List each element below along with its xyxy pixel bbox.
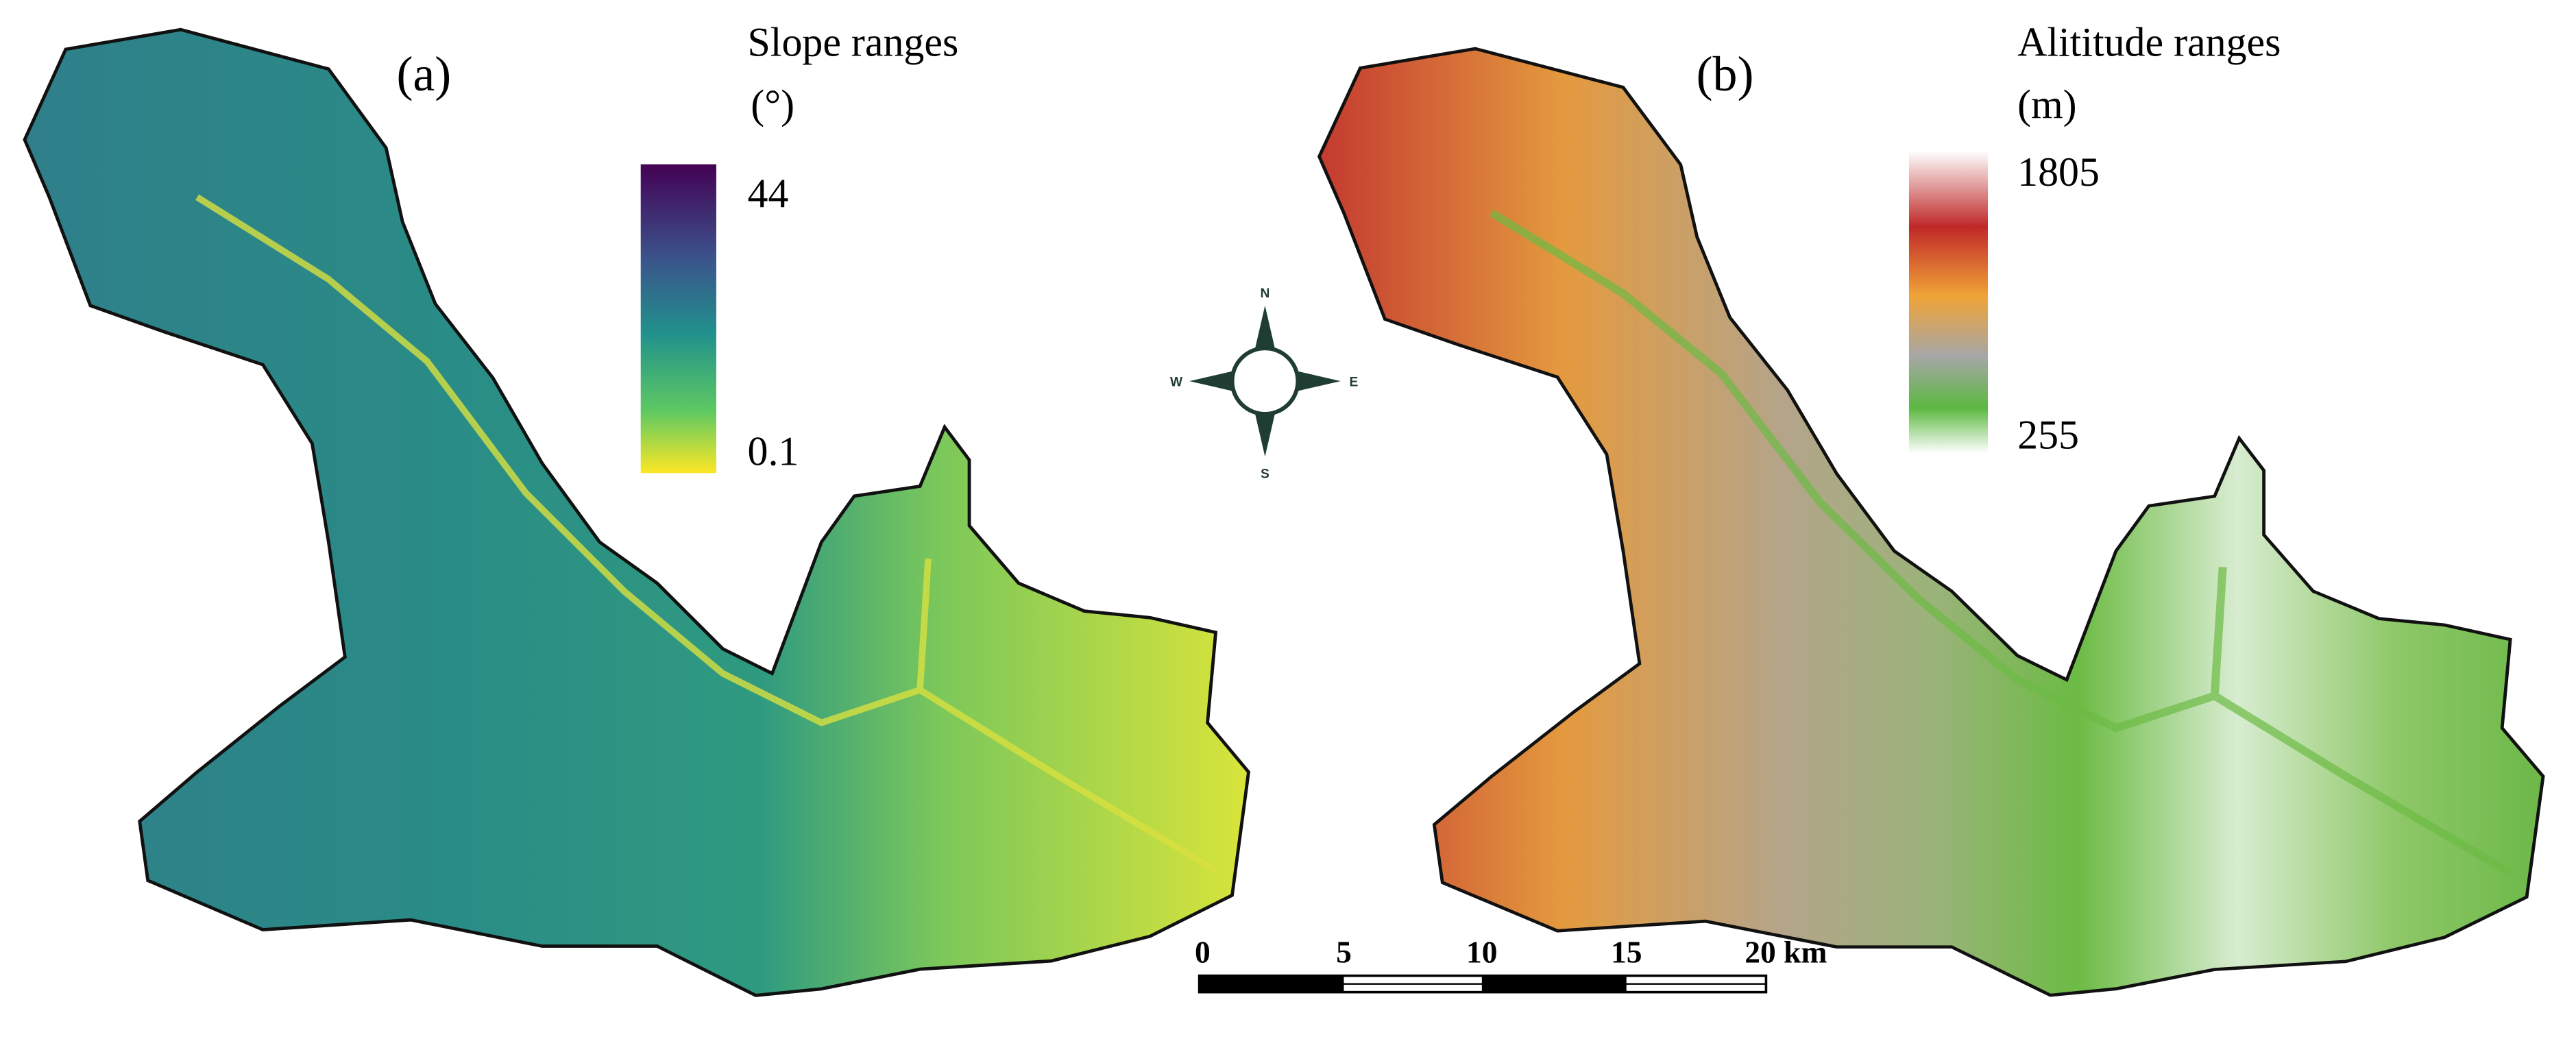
legend-min: 255 — [2017, 412, 2079, 457]
compass-w: W — [1170, 375, 1183, 389]
altitude-map — [1320, 49, 2544, 995]
compass-arrow — [1255, 305, 1275, 349]
compass-e: E — [1349, 375, 1358, 389]
legend-unit: (°) — [751, 82, 794, 127]
compass-s: S — [1261, 467, 1269, 481]
compass-ring — [1230, 346, 1300, 417]
valley-lines — [1490, 209, 2513, 877]
legend-title: Alititude ranges — [2017, 20, 2281, 65]
scale-label: 20 km — [1745, 935, 1827, 970]
scale-label: 10 — [1466, 935, 1498, 970]
watershed-slope — [25, 29, 1249, 995]
compass-arrow — [1189, 371, 1232, 391]
valley-lines — [195, 194, 1218, 874]
legend-min: 0.1 — [747, 428, 799, 474]
compass-n: N — [1261, 286, 1270, 301]
legend-title: Slope ranges — [747, 20, 958, 65]
legend-unit: (m) — [2017, 82, 2077, 127]
scale-label: 5 — [1336, 935, 1352, 970]
scale-label: 0 — [1195, 935, 1211, 970]
compass-arrow — [1298, 371, 1341, 391]
compass: N S W E — [1170, 286, 1358, 482]
legend-max: 44 — [747, 171, 788, 216]
panel-label: (b) — [1697, 47, 1754, 101]
panel-label: (a) — [396, 47, 451, 101]
slope-map — [25, 29, 1249, 995]
color-bar — [1908, 151, 1988, 454]
color-bar — [640, 164, 716, 474]
compass-arrow — [1255, 414, 1275, 457]
scale-bar: 0 5 10 15 20 km — [1195, 935, 1827, 994]
scale-label: 15 — [1611, 935, 1642, 970]
legend-max: 1805 — [2017, 149, 2100, 195]
